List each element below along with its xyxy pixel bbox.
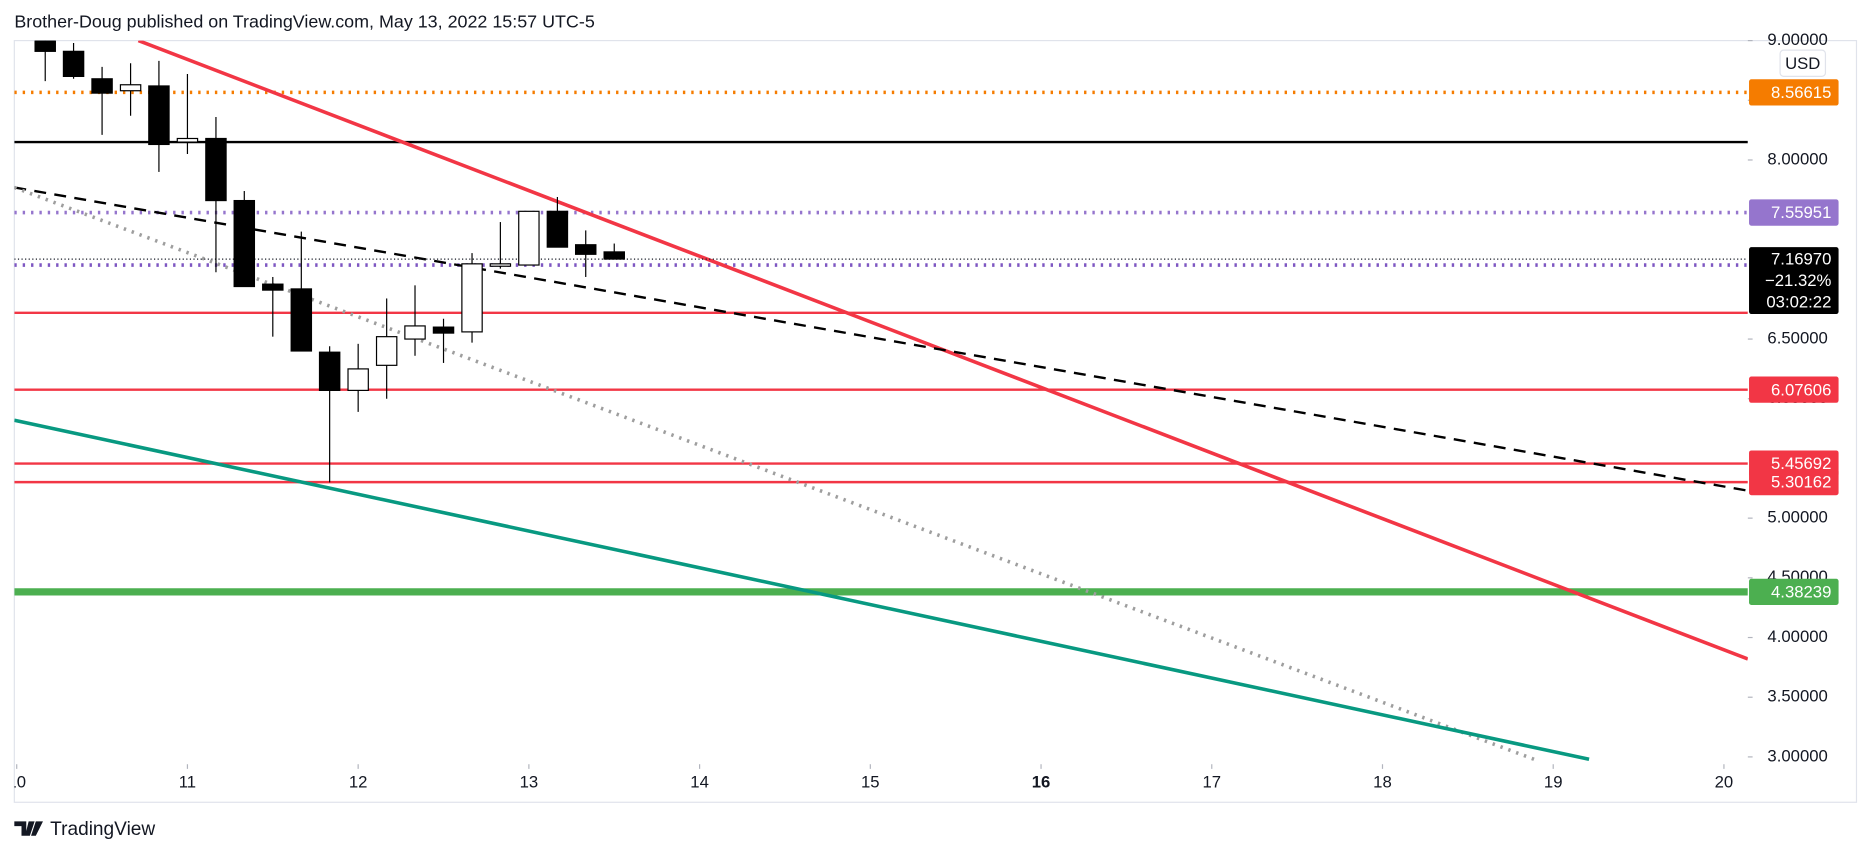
price-label: 6.07606 [1771,380,1831,399]
x-tick-label: 18 [1373,773,1392,792]
x-tick-label: 12 [349,773,368,792]
trend-line [14,185,1535,761]
x-tick-label: 10 [7,773,26,792]
candle-body [318,351,341,391]
candle-body [205,137,227,202]
candle-body [176,137,199,143]
y-tick-label: 5.00000 [1767,508,1827,527]
y-tick-label: 3.50000 [1767,687,1827,706]
candle-body [62,50,85,78]
y-tick-label: 9.00000 [1767,30,1827,49]
price-label-box [1749,79,1839,106]
trend-line [14,186,1748,492]
candle-body [489,263,512,267]
candle-body [432,326,455,334]
price-label-box [1749,578,1839,606]
currency: USD [1785,54,1820,73]
candle-body [290,288,313,352]
plot-area [14,40,1748,762]
price-label: 5.30162 [1771,473,1831,492]
price-label: 4.38239 [1771,582,1831,601]
candle-body [233,199,256,288]
candle-body [518,210,540,266]
price-label: 8.56615 [1771,83,1831,102]
y-tick-label: 3.00000 [1767,746,1827,765]
candle-body [603,251,625,260]
candle-body [34,40,56,52]
last-price-box [1749,247,1839,315]
y-tick-label: 4.00000 [1767,627,1827,646]
price-label: 5.45692 [1771,454,1831,473]
frame [13,39,1858,803]
y-tick-label: 8.00000 [1767,149,1827,168]
last-price-label: 7.16970 [1771,250,1831,269]
candle-body [375,336,398,366]
candle-body [91,78,113,94]
candle-body [546,210,569,248]
last-price-countdown: 03:02:22 [1766,293,1831,312]
x-tick-label: 14 [690,773,709,792]
last-price-change: −21.32% [1765,271,1832,290]
candle-body [347,368,369,391]
price-label-box [1749,468,1839,496]
footer-logo: TradingView [14,819,155,840]
currency-box [1779,49,1827,78]
candle-body [262,283,284,291]
candle-body [404,325,426,340]
x-tick-label: 11 [179,773,196,792]
x-axis: 10 11 12 13 14 15 16 17 18 19 20 [7,764,1734,792]
price-label-box [1749,199,1839,226]
x-tick-label: 20 [1715,773,1734,792]
candle-body [148,85,170,146]
candle-body [574,244,597,255]
x-tick-label: 15 [861,773,880,792]
header: Brother-Doug published on TradingView.co… [14,11,595,31]
x-tick-label: 13 [520,773,539,792]
candle-body [119,84,142,92]
x-tick-label: 16 [1032,773,1051,792]
price-label: 7.55951 [1771,203,1831,222]
x-tick-label: 17 [1202,773,1221,792]
candle-body [461,263,483,333]
x-tick-label: 19 [1544,773,1563,792]
trend-line [14,418,1590,762]
price-label-box [1749,376,1839,403]
y-tick-label: 6.50000 [1767,328,1827,347]
footer: TradingView [50,819,155,840]
